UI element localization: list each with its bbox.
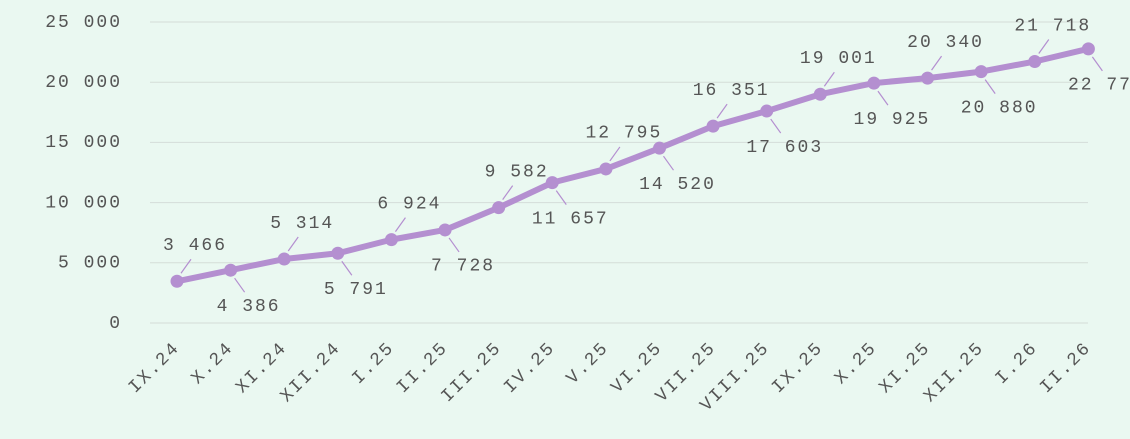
- leader-line: [502, 185, 514, 200]
- point: [331, 246, 345, 260]
- leader-line: [984, 79, 996, 94]
- x-tick-label: II.26: [1037, 338, 1096, 397]
- point: [492, 201, 506, 215]
- x-tick-label: IV.25: [500, 338, 559, 397]
- data-label: 16 351: [693, 81, 770, 101]
- data-label: 4 386: [217, 297, 281, 317]
- leader-line: [823, 71, 835, 87]
- point: [224, 263, 238, 277]
- point: [384, 233, 398, 247]
- point: [974, 65, 988, 79]
- data-label: 11 657: [532, 209, 609, 229]
- point: [706, 119, 720, 133]
- leader-line: [663, 155, 674, 171]
- leader-line: [341, 260, 353, 276]
- y-tick-label: 25 000: [45, 13, 122, 33]
- y-tick-label: 5 000: [58, 254, 122, 274]
- data-label: 19 925: [854, 110, 931, 130]
- data-label: 17 603: [746, 138, 823, 158]
- y-tick-label: 15 000: [45, 133, 122, 153]
- data-label: 3 466: [163, 236, 227, 256]
- point: [921, 71, 935, 85]
- data-label: 22 770: [1068, 76, 1130, 96]
- data-label: 21 718: [1014, 16, 1091, 36]
- y-tick-label: 20 000: [45, 73, 122, 93]
- point: [1081, 42, 1095, 56]
- leader-line: [287, 236, 299, 252]
- leader-line: [448, 237, 460, 253]
- data-label: 20 340: [907, 33, 984, 53]
- data-label: 5 791: [324, 280, 388, 300]
- data-label: 19 001: [800, 49, 877, 69]
- x-tick-label: V.25: [563, 338, 613, 388]
- x-tick-label: IX.24: [125, 338, 184, 397]
- data-label: 5 314: [270, 214, 334, 234]
- point: [653, 141, 666, 155]
- x-tick-label: I.26: [992, 338, 1042, 388]
- x-tick-label: IX.25: [769, 338, 828, 397]
- leader-line: [234, 277, 246, 293]
- y-tick-label: 0: [109, 314, 122, 334]
- point: [760, 104, 774, 118]
- leader-line: [555, 190, 567, 205]
- leader-line: [931, 55, 943, 71]
- leader-line: [877, 90, 889, 106]
- x-tick-label: X.25: [831, 338, 881, 388]
- point: [1028, 55, 1042, 69]
- data-label: 14 520: [639, 175, 716, 195]
- data-label: 12 795: [585, 124, 662, 144]
- point: [599, 162, 613, 176]
- data-label: 6 924: [377, 194, 441, 214]
- point: [170, 274, 184, 288]
- point: [813, 87, 827, 101]
- leader-line: [1091, 56, 1103, 72]
- data-label: 9 582: [485, 162, 549, 182]
- leader-line: [770, 118, 782, 134]
- leader-line: [716, 103, 728, 119]
- data-label: 20 880: [961, 98, 1038, 118]
- point: [867, 76, 881, 90]
- point: [438, 223, 452, 237]
- leader-line: [609, 146, 621, 162]
- y-tick-label: 10 000: [45, 193, 122, 213]
- point: [545, 176, 559, 190]
- data-label: 7 728: [431, 257, 495, 277]
- leader-line: [1038, 39, 1050, 54]
- x-tick-label: X.24: [188, 338, 238, 388]
- leader-line: [394, 217, 406, 232]
- line: [176, 45, 1090, 285]
- point: [277, 252, 291, 266]
- leader-line: [180, 258, 192, 274]
- x-tick-label: I.25: [349, 338, 399, 388]
